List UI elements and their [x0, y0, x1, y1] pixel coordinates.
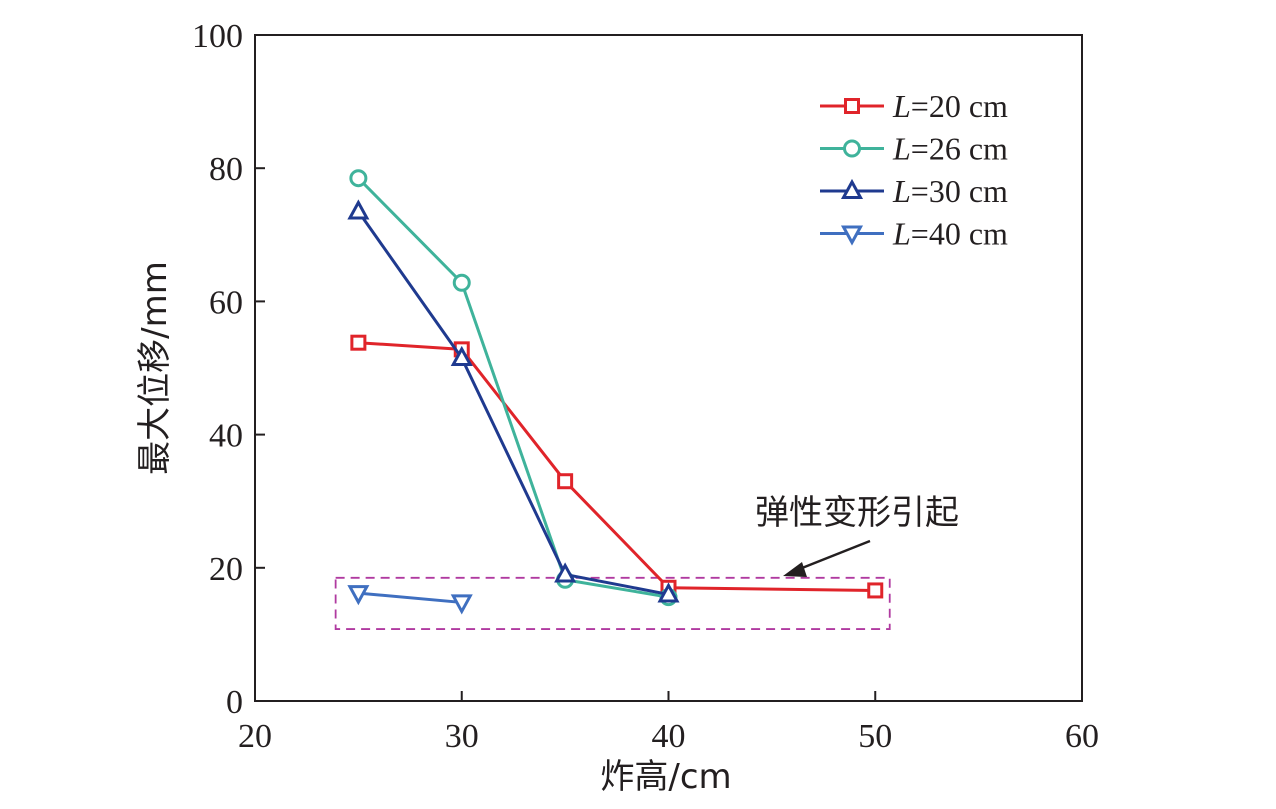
legend-entry: L=30 cm [820, 173, 1008, 209]
annotation-dashed-box [334, 576, 891, 630]
y-tick-label: 0 [226, 684, 243, 721]
series-line [358, 341, 876, 592]
series-0 [350, 334, 884, 599]
annotation-label: 弹性变形引起 [755, 493, 959, 533]
legend-marker [844, 98, 860, 114]
x-tick-label: 50 [858, 718, 892, 755]
x-tick-label: 40 [652, 718, 686, 755]
data-point [450, 345, 473, 367]
data-point [867, 582, 884, 599]
legend-label: L=26 cm [892, 131, 1008, 167]
x-tick-label: 60 [1065, 718, 1099, 755]
annotation-arrow [796, 539, 871, 572]
data-point [452, 273, 471, 292]
series-line [357, 210, 669, 596]
data-point [450, 594, 473, 615]
x-tick-label: 30 [445, 718, 479, 755]
y-tick-label: 20 [209, 551, 243, 588]
series-2 [347, 199, 680, 603]
legend-marker [843, 139, 861, 158]
series-3 [347, 585, 473, 615]
x-axis-title: 炸高/cm [600, 757, 731, 797]
y-tick-label: 60 [209, 284, 243, 321]
series-1 [349, 169, 678, 607]
data-point [349, 169, 368, 188]
y-tick-label: 40 [209, 418, 243, 455]
data-point [350, 334, 367, 351]
legend-label: L=30 cm [892, 173, 1008, 209]
data-point [554, 562, 577, 583]
data-point [347, 585, 370, 606]
y-tick-label: 100 [192, 18, 243, 55]
legend-label: L=20 cm [892, 88, 1008, 124]
legend-label: L=40 cm [892, 216, 1008, 252]
legend-entry: L=40 cm [820, 216, 1008, 252]
x-tick-label: 20 [238, 718, 272, 755]
data-point [657, 582, 680, 603]
series-line [357, 177, 669, 599]
series-line [358, 591, 462, 604]
data-point [557, 473, 574, 490]
y-axis-title: 最大位移/mm [135, 261, 175, 475]
legend-marker [840, 225, 864, 246]
legend-entry: L=20 cm [820, 88, 1008, 124]
annotation-arrowhead [783, 562, 807, 577]
legend-marker [840, 178, 864, 199]
legend-entry: L=26 cm [820, 131, 1008, 167]
y-tick-label: 80 [209, 151, 243, 188]
data-point [347, 199, 370, 220]
